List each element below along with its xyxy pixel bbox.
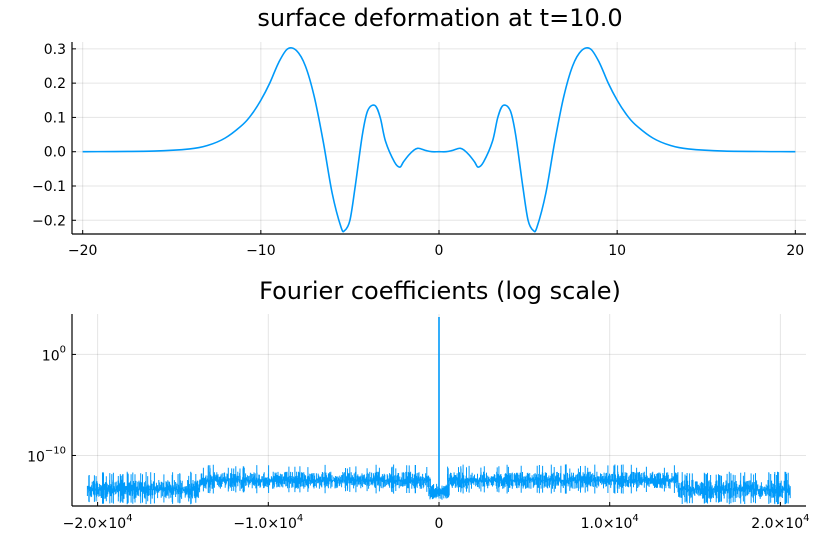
top-ytick-label: 0.3	[44, 42, 66, 58]
bottom-xtick-label: 2.0×104	[751, 513, 809, 532]
bottom-ytick-label: 100	[42, 344, 66, 364]
bottom-ticks: −2.0×104 −1.0×104 0 1.0×104 2.0×104 100 10−10	[27, 344, 809, 532]
bottom-xtick-label: 1.0×104	[581, 513, 639, 532]
top-xtick-label: 0	[435, 243, 444, 259]
top-grid	[72, 42, 806, 234]
top-ticks: −20 −10 0 10 20 −0.2 −0.1 0.0 0.1 0.2 0.3	[32, 42, 804, 259]
top-ytick-label: 0.2	[44, 76, 66, 92]
top-series-line	[82, 46, 796, 233]
top-ytick-label: 0.1	[44, 110, 66, 126]
bottom-ytick-label: 10−10	[27, 445, 66, 465]
bottom-xtick-label: −2.0×104	[63, 513, 133, 532]
top-ytick-label: 0.0	[44, 145, 66, 161]
bottom-noise-path	[86, 464, 791, 505]
top-xtick-label: 10	[608, 243, 626, 259]
chart-top: surface deformation at t=10.0 −20 −10 0 10 2…	[32, 4, 806, 259]
chart-bottom: Fourier coefficients (log scale) −2.0×10…	[27, 277, 809, 532]
bottom-xtick-label: 0	[435, 516, 444, 532]
top-xtick-label: −20	[68, 243, 98, 259]
top-ytick-label: −0.2	[32, 213, 66, 229]
chart-bottom-title: Fourier coefficients (log scale)	[259, 277, 621, 305]
top-ytick-label: −0.1	[32, 179, 66, 195]
bottom-noise-band	[86, 464, 791, 505]
top-xtick-label: 20	[786, 243, 804, 259]
bottom-xtick-label: −1.0×104	[233, 513, 303, 532]
top-xtick-label: −10	[246, 243, 276, 259]
chart-top-title: surface deformation at t=10.0	[257, 4, 622, 32]
